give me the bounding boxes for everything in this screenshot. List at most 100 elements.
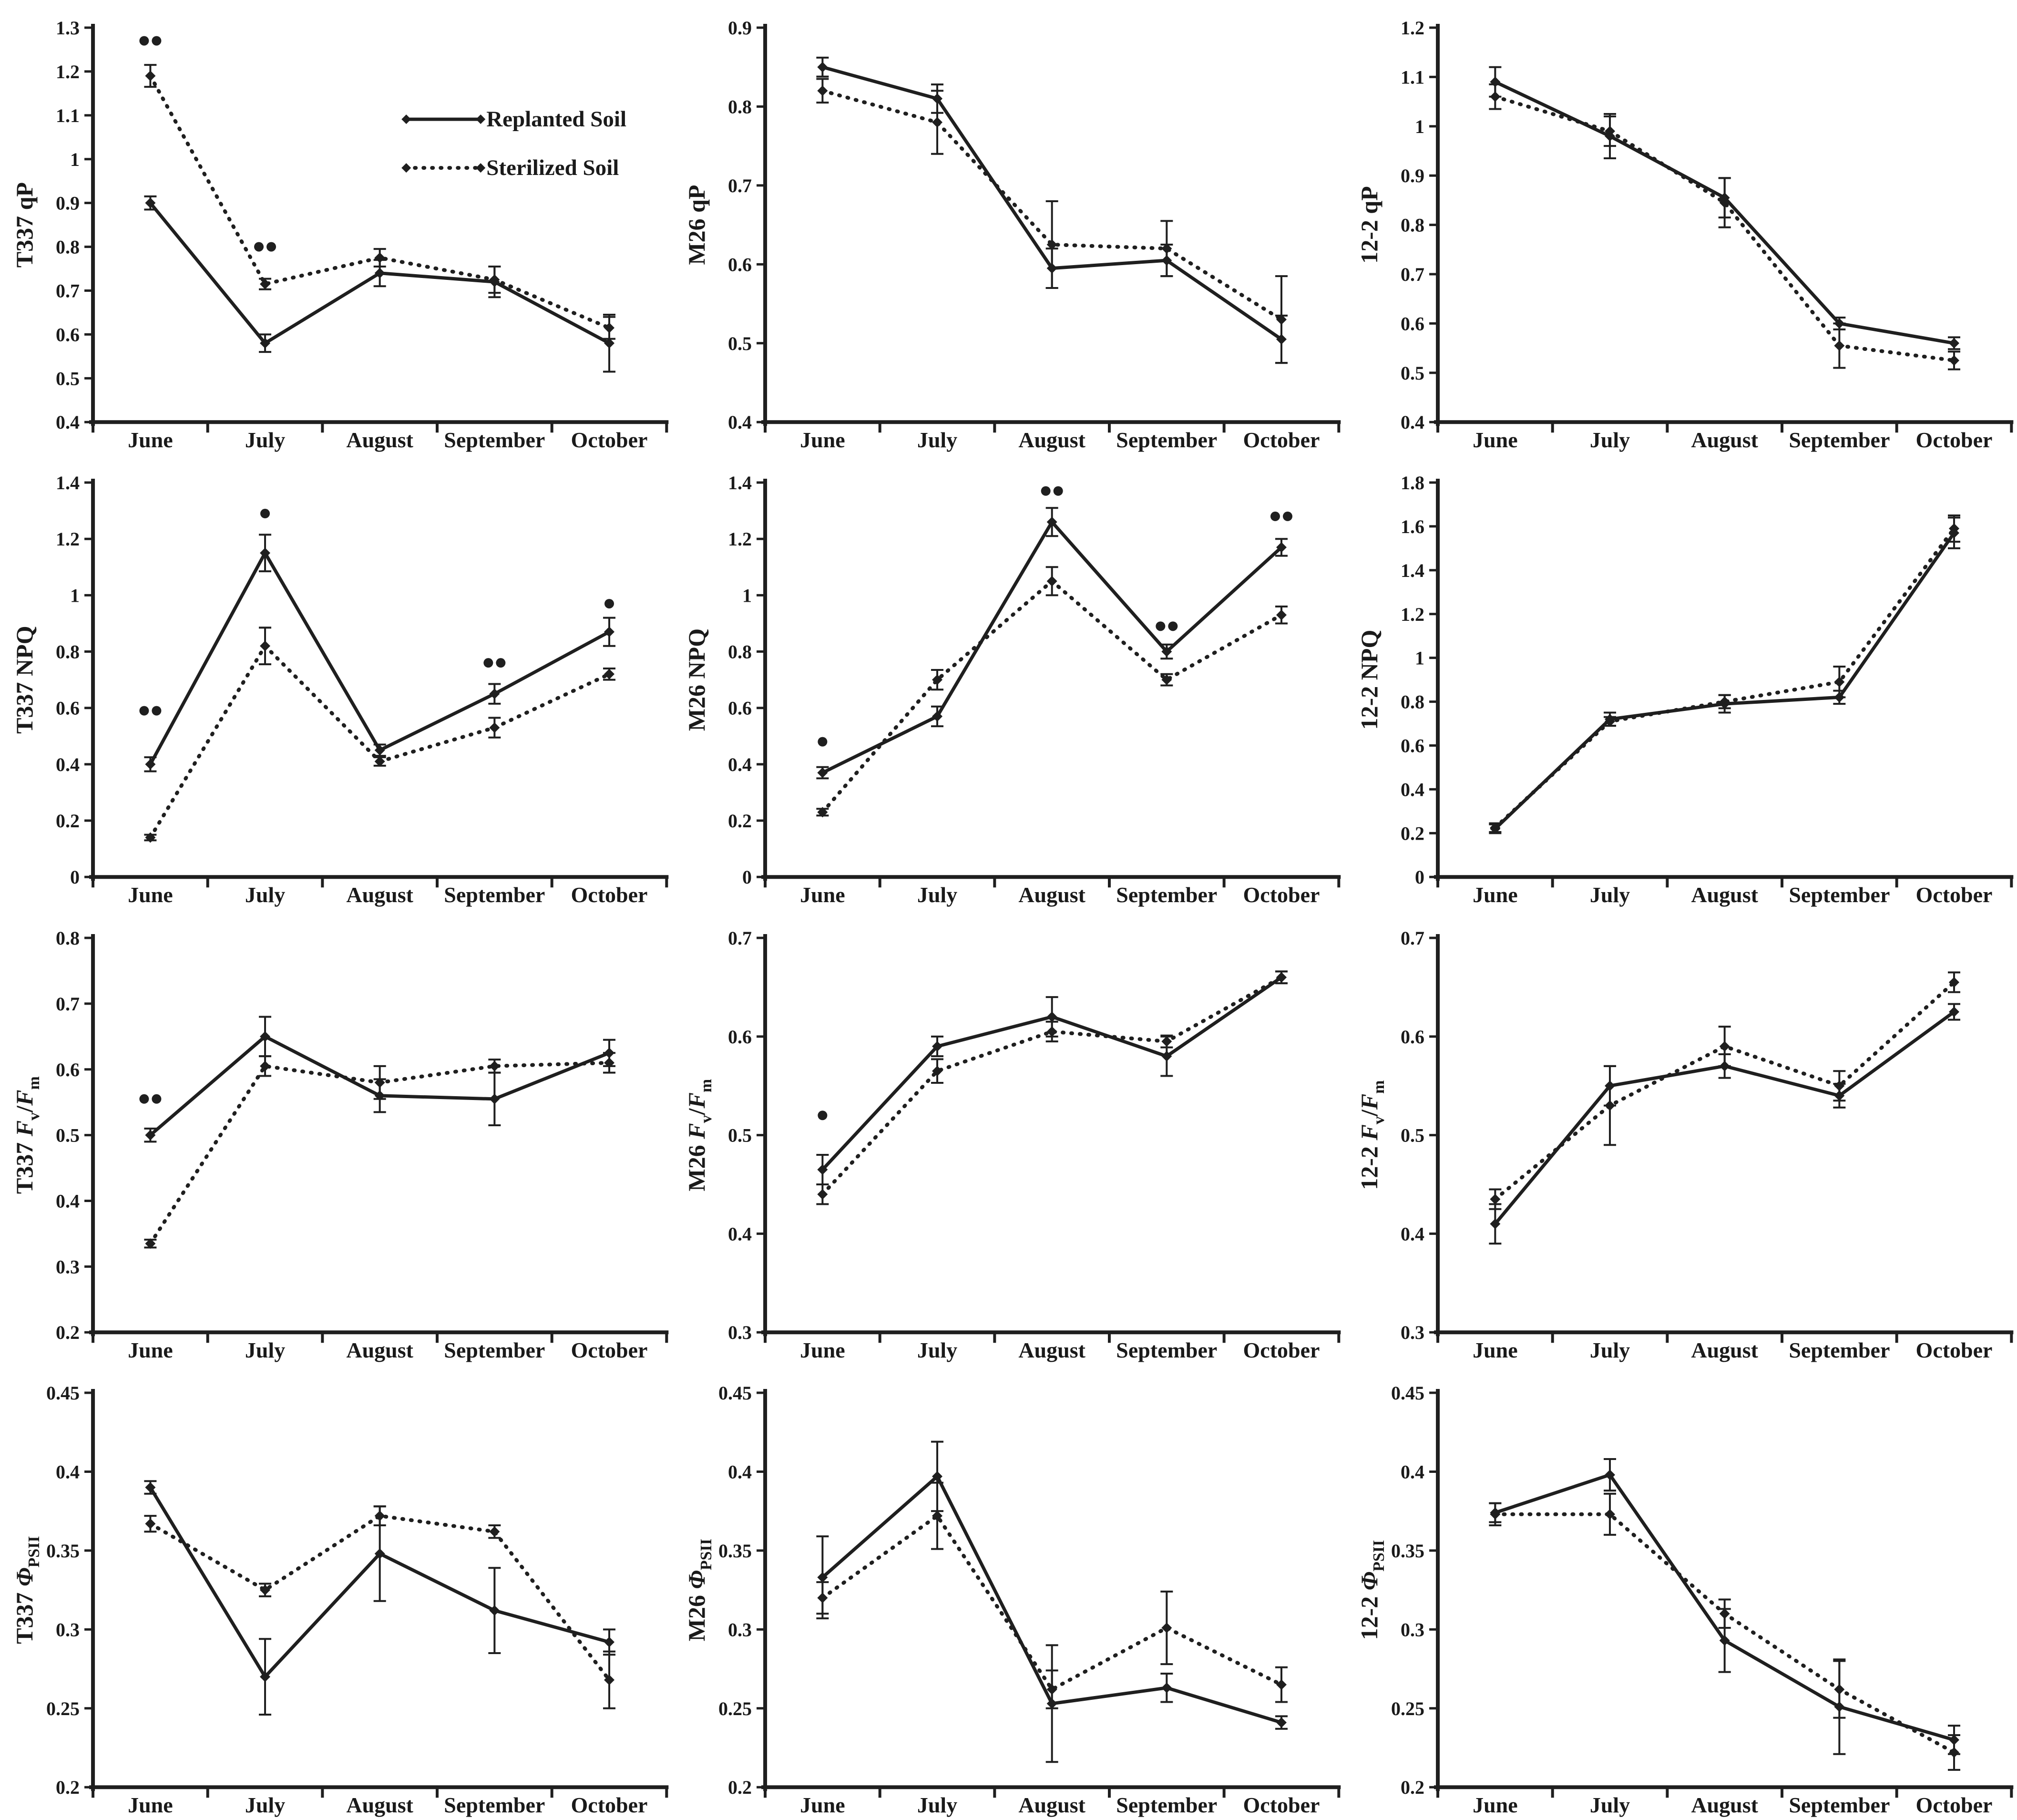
- marker-sterilized-soil: [932, 1065, 943, 1076]
- series-replanted-soil: [816, 507, 1288, 780]
- month-label: June: [800, 1793, 845, 1817]
- month-labels: June July August September October: [128, 1793, 647, 1817]
- x-ticks: [1436, 1787, 2013, 1798]
- legend: Replanted Soil Sterilized Soil: [401, 107, 626, 180]
- legend-marker: [401, 114, 411, 124]
- marker-replanted-soil: [260, 547, 271, 558]
- series-sterilized-soil: [144, 627, 616, 843]
- month-label: July: [917, 428, 957, 452]
- marker-sterilized-soil: [1161, 674, 1172, 685]
- month-label: August: [346, 1793, 413, 1817]
- y-tick-label: 0.4: [728, 754, 752, 775]
- series-sterilized-soil: [816, 970, 1288, 1205]
- marker-replanted-soil: [604, 338, 614, 349]
- error-bars: [144, 627, 616, 842]
- y-tick-label: 0.5: [728, 333, 752, 354]
- significance-dot: [1041, 486, 1051, 496]
- marker-sterilized-soil: [145, 1238, 156, 1249]
- subplot-m26-npq: 0 0.2 0.4 0.6 0.8 1 1.2 1.4 June July August Septem…: [672, 455, 1344, 910]
- y-tick-label: 0.7: [1401, 264, 1424, 285]
- month-label: September: [444, 1793, 545, 1817]
- subplot-m26-fvfm: 0.3 0.4 0.5 0.6 0.7 June July August September Oc…: [672, 910, 1344, 1365]
- marker-sterilized-soil: [1161, 1622, 1172, 1633]
- y-tick-label: 0.35: [718, 1540, 752, 1562]
- chart-12-2-qp: 0.4 0.5 0.6 0.7 0.8 0.9 1 1.1 1.2 June July August S…: [1356, 17, 2013, 452]
- marker-sterilized-soil: [1047, 1684, 1058, 1695]
- month-label: September: [444, 428, 545, 452]
- month-labels: June July August September October: [128, 883, 647, 907]
- significance-dot: [152, 36, 162, 46]
- y-tick-label: 0.5: [56, 1124, 80, 1146]
- y-tick-label: 0.6: [728, 1026, 752, 1047]
- x-ticks: [92, 1787, 668, 1798]
- legend-label: Sterilized Soil: [486, 155, 619, 180]
- marker-sterilized-soil: [260, 278, 271, 289]
- marker-sterilized-soil: [1719, 197, 1730, 208]
- month-label: June: [800, 883, 845, 907]
- y-axis-title: M26 NPQ: [683, 628, 710, 731]
- series-line-sterilized-soil: [148, 1513, 611, 1682]
- marker-replanted-soil: [817, 62, 828, 72]
- month-label: October: [1915, 428, 1992, 452]
- y-tick-label: 0.4: [56, 411, 80, 433]
- marker-replanted-soil: [489, 1605, 500, 1616]
- y-tick-label: 0.45: [718, 1382, 752, 1404]
- y-tick-label: 0.3: [728, 1619, 752, 1640]
- month-label: October: [1243, 883, 1320, 907]
- marker-sterilized-soil: [1161, 1036, 1172, 1047]
- y-tick-label: 0.3: [56, 1256, 80, 1277]
- month-label: June: [1473, 883, 1518, 907]
- marker-replanted-soil: [1719, 1635, 1730, 1646]
- axes: [761, 934, 1341, 1336]
- month-label: October: [1915, 883, 1992, 907]
- month-labels: June July August September October: [128, 1338, 647, 1362]
- marker-sterilized-soil: [1834, 677, 1845, 688]
- month-labels: June July August September October: [1473, 1338, 1992, 1362]
- axes: [89, 479, 669, 881]
- x-ticks: [1436, 1332, 2013, 1343]
- subplot-m26-phipsii: 0.2 0.25 0.3 0.35 0.4 0.45 June July August Septe…: [672, 1365, 1344, 1820]
- significance-dot: [483, 658, 493, 668]
- marker-replanted-soil: [374, 267, 385, 278]
- marker-sterilized-soil: [1948, 977, 1959, 987]
- y-tick-label: 0.6: [1401, 735, 1424, 757]
- subplot-t337-fvfm: 0.2 0.3 0.4 0.5 0.6 0.7 0.8 June July August Septe…: [0, 910, 672, 1365]
- marker-sterilized-soil: [1948, 1747, 1959, 1758]
- marker-replanted-soil: [145, 1482, 156, 1493]
- marker-replanted-soil: [817, 767, 828, 778]
- month-label: July: [245, 1338, 285, 1362]
- marker-sterilized-soil: [1490, 1509, 1501, 1520]
- error-bars: [144, 534, 616, 772]
- y-ticks: 0.2 0.3 0.4 0.5 0.6 0.7 0.8: [56, 927, 93, 1343]
- subplot-12-2-phipsii: 0.2 0.25 0.3 0.35 0.4 0.45 June July August Septe…: [1345, 1365, 2017, 1820]
- y-axis-title: M26 qP: [683, 185, 710, 265]
- month-labels: June July August September October: [1473, 883, 1992, 907]
- legend-marker: [476, 163, 486, 173]
- y-tick-label: 1.1: [56, 105, 80, 126]
- series-sterilized-soil: [1489, 1492, 1960, 1771]
- series-sterilized-soil: [1489, 83, 1960, 370]
- chart-t337-npq: 0 0.2 0.4 0.6 0.8 1 1.2 1.4 June July August Septem…: [11, 472, 669, 907]
- marker-sterilized-soil: [260, 1584, 271, 1595]
- legend-item-replanted: Replanted Soil: [401, 107, 626, 132]
- y-tick-label: 0.25: [718, 1698, 752, 1719]
- series-line-sterilized-soil: [820, 975, 1284, 1196]
- y-ticks: 0.3 0.4 0.5 0.6 0.7: [728, 927, 766, 1343]
- month-label: June: [1473, 1338, 1518, 1362]
- y-axis-title: 12-2 NPQ: [1356, 630, 1382, 730]
- significance-markers: [139, 1094, 162, 1104]
- significance-markers: [818, 486, 1293, 747]
- chart-12-2-fvfm: 0.3 0.4 0.5 0.6 0.7 June July August September Oc…: [1356, 927, 2013, 1362]
- month-label: September: [1789, 1793, 1890, 1817]
- error-bars: [816, 507, 1288, 780]
- month-label: August: [1691, 1338, 1758, 1362]
- y-tick-label: 0.6: [56, 698, 80, 719]
- series-line-sterilized-soil: [148, 74, 611, 330]
- series-replanted-soil: [144, 534, 616, 772]
- month-label: June: [128, 883, 173, 907]
- month-labels: June July August September October: [800, 1338, 1320, 1362]
- y-tick-label: 0.3: [1401, 1322, 1424, 1343]
- marker-sterilized-soil: [1276, 609, 1287, 620]
- month-label: August: [346, 883, 413, 907]
- chart-t337-fvfm: 0.2 0.3 0.4 0.5 0.6 0.7 0.8 June July August Septe…: [11, 927, 669, 1362]
